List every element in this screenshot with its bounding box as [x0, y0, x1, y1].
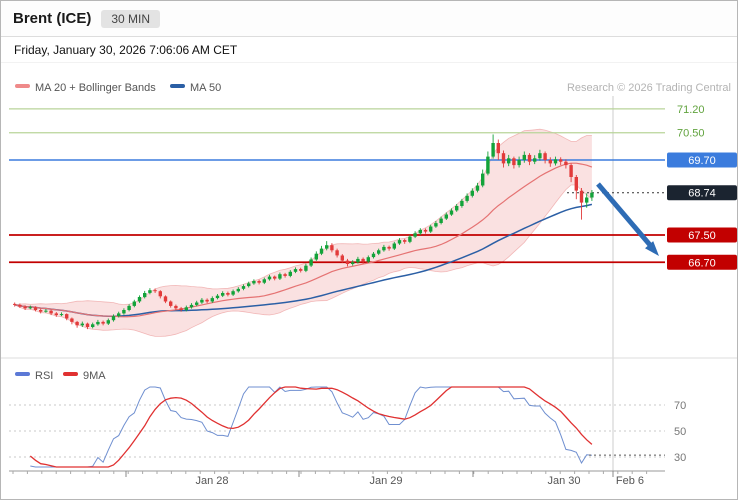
price-badge: [667, 152, 737, 168]
axis-label-feb6: Feb 6: [616, 475, 644, 487]
price-badge: [667, 254, 737, 270]
rsi-legend: RSI 9MA: [15, 370, 106, 382]
ma50-legend-label: MA 50: [190, 82, 221, 94]
titlebar: Brent (ICE) 30 MIN: [1, 1, 737, 37]
ma20-legend-swatch: [15, 84, 30, 88]
price-badge-label: 69.70: [688, 155, 716, 167]
time-axis: Jan 28 Jan 29 Jan 30 Feb 6: [9, 470, 665, 487]
price-badge: [667, 185, 737, 201]
price-badge: [667, 227, 737, 243]
axis-label-jan29: Jan 29: [369, 475, 402, 487]
time-axis-ticks: [12, 471, 648, 477]
target-price-label: 71.20: [677, 104, 705, 116]
copyright: Research © 2026 Trading Central: [567, 82, 731, 94]
rsi-legend-swatch: [15, 372, 30, 376]
price-level-lines: [9, 108, 665, 264]
axis-label-jan30: Jan 30: [547, 475, 580, 487]
rsi-tick-50: 50: [674, 426, 686, 438]
rsi-9ma-line: [29, 386, 593, 468]
chart-canvas: MA 20 + Bollinger Bands MA 50 Research ©…: [1, 82, 737, 487]
indicator-legend: MA 20 + Bollinger Bands MA 50 Research ©…: [15, 82, 731, 94]
ma20-legend-label: MA 20 + Bollinger Bands: [35, 82, 156, 94]
candlestick-series: [13, 134, 594, 330]
interval-badge[interactable]: 30 MIN: [101, 9, 161, 28]
price-level-badges: 71.20 70.50 69.70 68.74 67.50 66.70: [667, 104, 737, 270]
rsi-ma-legend-label: 9MA: [83, 370, 106, 382]
price-badge-label: 67.50: [688, 230, 716, 242]
instrument-title: Brent (ICE): [13, 10, 92, 27]
ma50-legend-swatch: [170, 84, 185, 88]
rsi-axis: 70 50 30: [674, 400, 686, 464]
ma20-line: [14, 162, 593, 318]
bollinger-band: [14, 128, 593, 337]
date-line: Friday, January 30, 2026 7:06:06 AM CET: [1, 37, 737, 63]
price-badge-label: 68.74: [688, 188, 716, 200]
rsi-line: [30, 386, 592, 468]
price-badge-label: 66.70: [688, 257, 716, 269]
target-price-label: 70.50: [677, 128, 705, 140]
rsi-legend-label: RSI: [35, 370, 53, 382]
rsi-ma-legend-swatch: [63, 372, 78, 376]
axis-label-jan28: Jan 28: [195, 475, 228, 487]
trend-arrow: [596, 182, 659, 256]
rsi-panel: [9, 386, 665, 468]
rsi-tick-30: 30: [674, 452, 686, 464]
rsi-tick-70: 70: [674, 400, 686, 412]
